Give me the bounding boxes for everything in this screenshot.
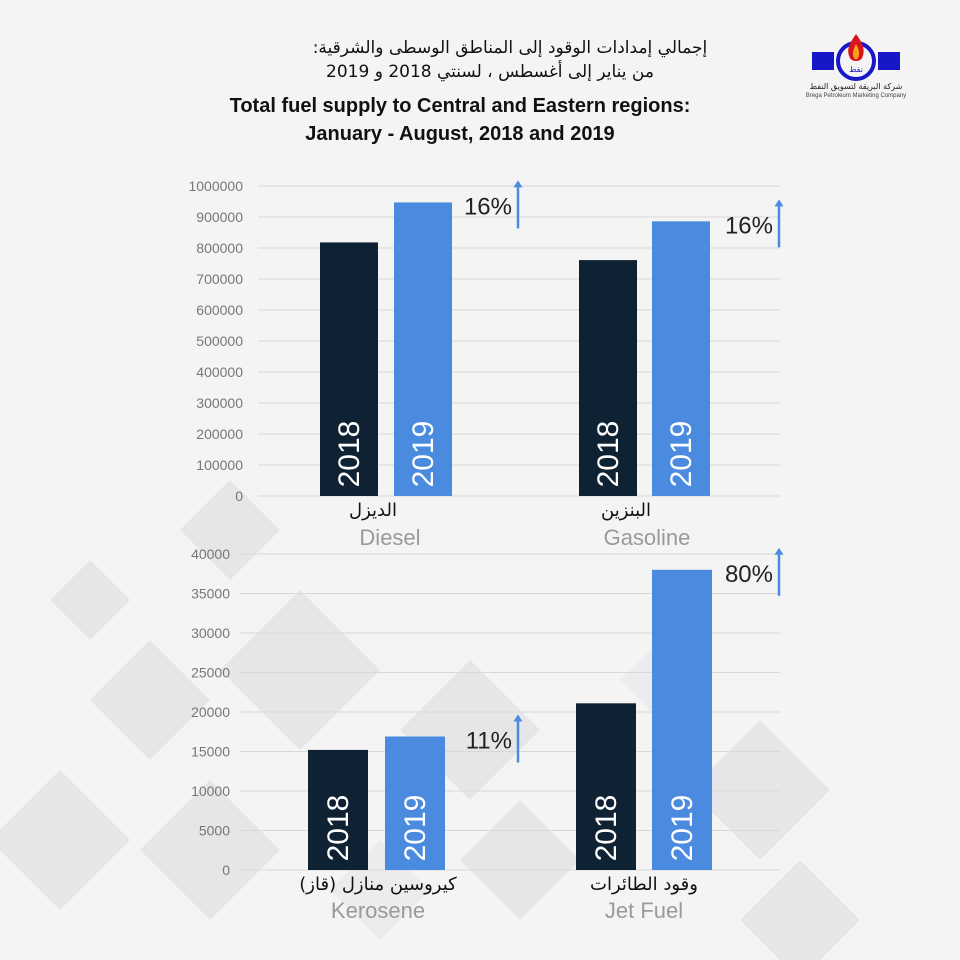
bar-year-label: 2018 bbox=[590, 795, 623, 862]
title-arabic-line2: من يناير إلى أغسطس ، لسنتي 2018 و 2019 bbox=[326, 62, 654, 82]
y-tick-label: 10000 bbox=[191, 783, 230, 799]
y-tick-label: 200000 bbox=[196, 426, 243, 442]
bar-year-label: 2018 bbox=[592, 421, 625, 488]
increase-arrow-head-icon bbox=[774, 547, 784, 555]
y-tick-label: 100000 bbox=[196, 457, 243, 473]
title-block: إجمالي إمدادات الوقود إلى المناطق الوسطى… bbox=[0, 36, 960, 148]
category-label-arabic: كيروسين منازل (قاز) bbox=[299, 874, 457, 895]
change-percent-label: 16% bbox=[464, 193, 512, 220]
change-percent-label: 16% bbox=[725, 212, 773, 239]
category-label-english: Jet Fuel bbox=[605, 898, 683, 923]
increase-arrow-head-icon bbox=[774, 199, 784, 207]
y-tick-label: 20000 bbox=[191, 704, 230, 720]
y-tick-label: 800000 bbox=[196, 240, 243, 256]
y-tick-label: 500000 bbox=[196, 333, 243, 349]
bar-2019 bbox=[385, 736, 445, 870]
y-tick-label: 300000 bbox=[196, 395, 243, 411]
bar-2018 bbox=[576, 703, 636, 870]
bar-year-label: 2019 bbox=[407, 421, 440, 488]
bar-2018 bbox=[320, 242, 378, 496]
bar-year-label: 2019 bbox=[399, 795, 432, 862]
increase-arrow-head-icon bbox=[513, 714, 523, 722]
svg-text:نفط: نفط bbox=[849, 65, 863, 74]
bar-2019 bbox=[652, 221, 710, 496]
change-percent-label: 80% bbox=[725, 561, 773, 588]
increase-arrow-head-icon bbox=[513, 180, 523, 188]
title-english-line1: Total fuel supply to Central and Eastern… bbox=[229, 95, 691, 117]
bar-year-label: 2018 bbox=[333, 421, 366, 488]
category-label-arabic: الديزل bbox=[349, 500, 397, 521]
chart-diesel-gasoline: 0 100000 200000 300000 400000 500000 600000 700… bbox=[188, 178, 784, 550]
y-tick-label: 35000 bbox=[191, 586, 230, 602]
logo-name-arabic: شركة البريقة لتسويق النفط bbox=[809, 82, 903, 91]
chart-kerosene-jetfuel: 0 5000 10000 15000 20000 25000 30000 35000 40000… bbox=[191, 546, 784, 923]
y-tick-label: 40000 bbox=[191, 546, 230, 562]
y-tick-label: 25000 bbox=[191, 665, 230, 681]
y-tick-label: 30000 bbox=[191, 625, 230, 641]
category-label-arabic: وقود الطائرات bbox=[590, 874, 698, 895]
y-tick-label: 700000 bbox=[196, 271, 243, 287]
y-tick-label: 0 bbox=[235, 488, 243, 504]
change-percent-label: 11% bbox=[466, 727, 512, 754]
y-tick-label: 15000 bbox=[191, 744, 230, 760]
y-tick-label: 600000 bbox=[196, 302, 243, 318]
category-label-arabic: البنزين bbox=[601, 500, 651, 521]
title-arabic-line1: إجمالي إمدادات الوقود إلى المناطق الوسطى… bbox=[312, 38, 708, 58]
y-tick-label: 0 bbox=[222, 862, 230, 878]
bar-year-label: 2019 bbox=[666, 795, 699, 862]
category-label-english: Gasoline bbox=[604, 525, 691, 550]
bar-year-label: 2018 bbox=[322, 795, 355, 862]
bar-2018 bbox=[308, 749, 368, 870]
logo-name-english: Brega Petroleum Marketing Company bbox=[805, 93, 907, 99]
bar-2018 bbox=[579, 260, 637, 496]
bar-year-label: 2019 bbox=[665, 421, 698, 488]
bar-2019 bbox=[394, 202, 452, 496]
flame-logo-icon: نفط bbox=[812, 34, 900, 81]
category-label-english: Kerosene bbox=[331, 898, 425, 923]
y-tick-label: 900000 bbox=[196, 209, 243, 225]
title-english-line2: January - August, 2018 and 2019 bbox=[305, 123, 615, 145]
category-label-english: Diesel bbox=[359, 525, 420, 550]
y-tick-label: 1000000 bbox=[188, 178, 243, 194]
y-tick-label: 400000 bbox=[196, 364, 243, 380]
bar-2019 bbox=[652, 569, 712, 870]
y-tick-label: 5000 bbox=[199, 823, 230, 839]
